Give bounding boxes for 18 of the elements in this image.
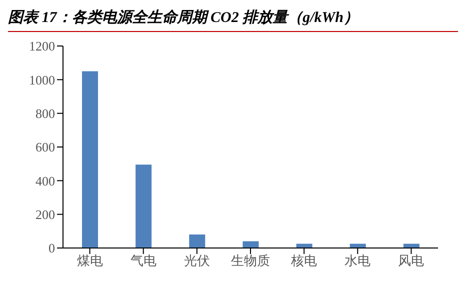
x-tick-label: 核电 <box>290 253 318 268</box>
x-tick-label: 风电 <box>398 253 424 268</box>
x-tick-label: 气电 <box>130 253 156 268</box>
x-tick-label: 生物质 <box>231 253 270 268</box>
y-tick-label: 200 <box>36 206 55 222</box>
bar <box>189 234 206 248</box>
y-tick-label: 400 <box>36 173 55 188</box>
y-tick-label: 800 <box>36 106 55 121</box>
bar <box>82 71 98 248</box>
bar <box>136 164 152 248</box>
y-tick-label: 1000 <box>29 72 55 88</box>
x-tick-label: 光伏 <box>184 253 210 268</box>
chart-title: 图表 17：各类电源全生命周期 CO2 排放量（g/kWh） <box>8 8 458 32</box>
x-tick-label: 水电 <box>344 253 371 268</box>
y-tick-label: 600 <box>36 140 55 155</box>
y-tick-label: 1200 <box>29 38 55 54</box>
x-tick-label: 煤电 <box>76 253 103 268</box>
y-tick-label: 0 <box>48 240 55 256</box>
